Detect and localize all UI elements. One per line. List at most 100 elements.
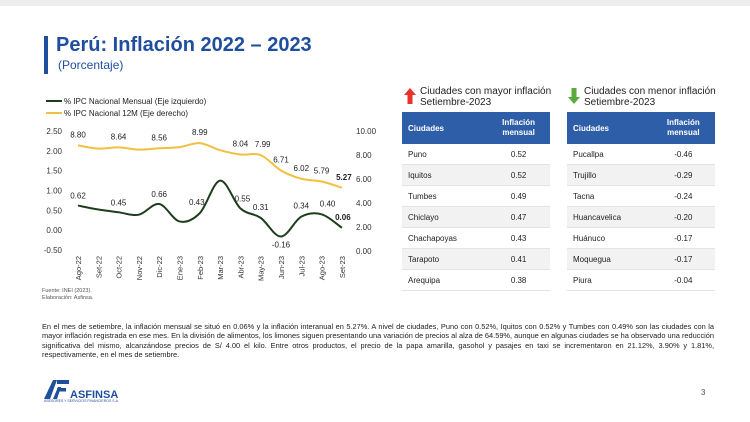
monthly-data-label: 0.06: [335, 213, 351, 222]
x-axis-tick-label: Mar-23: [216, 256, 225, 280]
slide-top-border: [0, 0, 750, 6]
svg-text:ASFINSA: ASFINSA: [70, 389, 118, 400]
high-inflation-heading: Ciudades con mayor inflación Setiembre-20…: [404, 86, 574, 110]
city-name: Huánuco: [567, 227, 652, 249]
annual-data-label: 5.27: [336, 173, 352, 182]
high-table-row: Puno 0.52: [402, 144, 550, 165]
city-name: Chachapoyas: [402, 227, 488, 249]
low-table-row: Trujillo -0.29: [567, 164, 715, 186]
right-axis-tick-label: 4.00: [356, 199, 372, 208]
low-table-row: Huancavelica -0.20: [567, 206, 715, 228]
annual-data-label: 7.99: [255, 140, 271, 149]
city-inflation-value: -0.29: [651, 164, 715, 186]
x-axis-tick-label: Abr-23: [236, 256, 245, 279]
city-inflation-value: -0.17: [651, 248, 715, 270]
monthly-data-label: 0.62: [70, 192, 86, 201]
annual-ipc-line: [77, 142, 343, 189]
chart-data-labels: 0.62 0.45 0.66 0.43 0.550.31 -0.16 0.34 0.40 0.0…: [70, 128, 352, 249]
city-inflation-value: 0.38: [487, 269, 550, 291]
monthly-data-label: 0.66: [151, 190, 167, 199]
x-axis-tick-label: Ago-23: [318, 256, 327, 280]
right-axis-ticks: 10.00 8.00 6.00 4.00 2.00 0.00: [356, 127, 377, 256]
city-inflation-value: -0.46: [651, 144, 715, 165]
high-table-row: Chiclayo 0.47: [402, 206, 550, 228]
chart-series: [77, 142, 343, 238]
city-name: Arequipa: [402, 269, 488, 291]
elaboration-line: Elaboración: Asfinsa.: [42, 295, 94, 301]
high-table-row: Arequipa 0.38: [402, 269, 550, 291]
x-axis-tick-label: Oct-22: [115, 256, 124, 279]
x-axis-tick-label: Ene-23: [176, 256, 185, 280]
monthly-ipc-line: [77, 179, 343, 238]
x-axis-tick-label: Feb-23: [196, 256, 205, 280]
x-axis-tick-label: Jul-23: [297, 256, 306, 276]
annual-data-label: 6.02: [294, 164, 310, 173]
high-table-row: Tarapoto 0.41: [402, 248, 550, 270]
city-name: Tarapoto: [402, 248, 488, 270]
low-inflation-heading: Ciudades con menor inflación Setiembre-20…: [568, 86, 738, 110]
annual-data-label: 6.71: [273, 155, 289, 164]
annual-data-label: 8.80: [70, 130, 86, 139]
low-table-row: Huánuco -0.17: [567, 227, 715, 249]
annual-data-label: 8.99: [192, 128, 208, 137]
low-table-row: Moquegua -0.17: [567, 248, 715, 270]
monthly-data-label: 0.43: [189, 198, 205, 207]
low-heading-period: Setiembre-2023: [584, 97, 656, 108]
low-col-value: Inflación mensual: [651, 112, 715, 144]
city-name: Moquegua: [567, 248, 652, 270]
city-name: Trujillo: [567, 164, 652, 186]
annual-data-label: 8.64: [111, 132, 127, 141]
left-axis-tick-label: 2.00: [46, 147, 62, 156]
city-inflation-value: 0.52: [487, 144, 550, 165]
high-table-row: Iquitos 0.52: [402, 164, 550, 186]
city-inflation-value: -0.20: [651, 206, 715, 228]
city-name: Chiclayo: [402, 206, 488, 228]
summary-paragraph: En el mes de setiembre, la inflación men…: [42, 322, 714, 360]
annual-data-label: 5.79: [314, 167, 330, 176]
city-inflation-value: 0.47: [487, 206, 550, 228]
city-inflation-value: 0.49: [487, 185, 550, 207]
x-axis-tick-label: Jun-23: [277, 256, 286, 279]
right-axis-tick-label: 2.00: [356, 223, 372, 232]
right-axis-tick-label: 0.00: [356, 247, 372, 256]
left-axis-ticks: 2.50 2.00 1.50 1.00 0.50 0.00 -0.50: [44, 127, 63, 255]
high-heading-title: Ciudades con mayor inflación: [420, 86, 552, 97]
right-axis-tick-label: 8.00: [356, 151, 372, 160]
high-table-row: Chachapoyas 0.43: [402, 227, 550, 249]
low-heading-title: Ciudades con menor inflación: [584, 86, 716, 97]
down-arrow-icon: [568, 88, 580, 104]
left-axis-tick-label: -0.50: [44, 246, 63, 255]
page-title: Perú: Inflación 2022 – 2023: [56, 34, 312, 56]
left-axis-tick-label: 0.50: [46, 206, 62, 215]
chart-source: Fuente: INEI (2023). Elaboración: Asfins…: [42, 288, 93, 302]
city-inflation-value: 0.41: [487, 248, 550, 270]
low-table-row: Pucallpa -0.46: [567, 144, 715, 165]
low-table-row: Piura -0.04: [567, 269, 715, 291]
legend-entry: % IPC Nacional Mensual (Eje izquierdo): [64, 97, 207, 106]
low-col-city: Ciudades: [567, 112, 652, 144]
city-name: Tumbes: [402, 185, 488, 207]
city-inflation-value: 0.52: [487, 164, 550, 186]
page-number: 3: [701, 388, 706, 397]
city-name: Iquitos: [402, 164, 488, 186]
page-subtitle: (Porcentaje): [58, 58, 124, 72]
right-axis-tick-label: 10.00: [356, 127, 377, 136]
x-axis-tick-label: Set-22: [94, 256, 103, 278]
chart-legend: % IPC Nacional Mensual (Eje izquierdo) % …: [46, 97, 207, 118]
annual-data-label: 8.04: [233, 140, 249, 149]
low-inflation-table: Ciudades Inflación mensual Pucallpa -0.46 T…: [567, 112, 715, 291]
x-axis-tick-label: Ago-22: [74, 256, 83, 280]
high-col-value: Inflación mensual: [487, 112, 550, 144]
left-axis-tick-label: 0.00: [46, 226, 62, 235]
x-axis-tick-label: Set-23: [338, 256, 347, 278]
source-line: Fuente: INEI (2023).: [42, 288, 92, 294]
left-axis-tick-label: 2.50: [46, 127, 62, 136]
city-name: Piura: [567, 269, 652, 291]
title-accent-bar: [44, 36, 48, 74]
asfinsa-logo: ASFINSA: [44, 380, 118, 400]
left-axis-tick-label: 1.50: [46, 167, 62, 176]
city-name: Huancavelica: [567, 206, 652, 228]
low-table-row: Tacna -0.24: [567, 185, 715, 207]
monthly-data-label: 0.34: [294, 202, 310, 211]
high-col-city: Ciudades: [402, 112, 488, 144]
